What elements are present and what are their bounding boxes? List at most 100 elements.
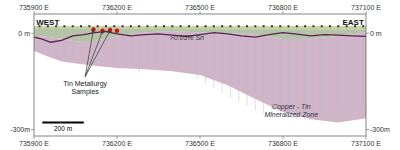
sample-square xyxy=(246,25,248,27)
drill-hole xyxy=(230,27,231,98)
sample-square xyxy=(171,25,173,27)
y2-tick xyxy=(366,129,369,130)
sample-square xyxy=(80,25,82,27)
drill-hole xyxy=(330,27,331,112)
drill-hole xyxy=(263,27,264,114)
drill-hole xyxy=(72,27,73,54)
x-tick-label: 736500 E xyxy=(185,4,215,11)
sample-square xyxy=(263,25,265,27)
sample-square xyxy=(196,25,198,27)
drill-hole xyxy=(114,27,115,64)
annotation-line: Copper - Tin xyxy=(272,103,311,111)
drill-hole xyxy=(47,27,48,53)
sample-point xyxy=(108,28,112,32)
x-tick xyxy=(366,136,367,139)
x-tick-label: 735900 E xyxy=(19,140,49,147)
annotation-line: EAST xyxy=(342,18,363,27)
annotation-line: WEST xyxy=(36,18,59,27)
plot-area xyxy=(34,25,366,122)
scale-bar-label: 200 m xyxy=(54,125,72,132)
drill-hole xyxy=(164,27,165,62)
sample-square xyxy=(254,25,256,27)
sample-square xyxy=(288,25,290,27)
drill-hole xyxy=(363,27,364,102)
scale-bar xyxy=(42,122,84,124)
drill-hole xyxy=(180,27,181,69)
y-tick xyxy=(31,33,34,34)
sample-square xyxy=(279,25,281,27)
sample-square xyxy=(97,25,99,27)
x-tick xyxy=(283,11,284,14)
sample-square xyxy=(304,25,306,27)
drill-hole xyxy=(247,27,248,106)
annotation-line: Tin Metallurgy xyxy=(63,80,107,88)
drill-hole xyxy=(130,27,131,66)
arrow xyxy=(85,30,110,76)
x-tick xyxy=(34,11,35,14)
drill-hole xyxy=(238,27,239,102)
sample-square xyxy=(180,25,182,27)
drill-hole xyxy=(346,27,347,107)
annotation: Copper - TinMineralized Zone xyxy=(264,103,318,118)
sample-square xyxy=(205,25,207,27)
sample-square xyxy=(72,25,74,27)
x-tick xyxy=(117,11,118,14)
sample-square xyxy=(229,25,231,27)
drill-hole xyxy=(222,27,223,93)
y-tick-label: 0 m xyxy=(18,30,30,37)
sample-square xyxy=(213,25,215,27)
x-tick xyxy=(117,136,118,139)
chart: 735900 E735900 E736200 E736200 E736500 E… xyxy=(0,0,400,150)
annotation-line: Samples xyxy=(72,88,100,96)
sample-square xyxy=(238,25,240,27)
sample-square xyxy=(105,25,107,27)
plot-frame xyxy=(34,14,366,136)
x-tick xyxy=(283,136,284,139)
sample-square xyxy=(122,25,124,27)
annotation-line: Mineralized Zone xyxy=(264,111,318,118)
drill-hole xyxy=(105,27,106,69)
drill-hole xyxy=(147,27,148,69)
drill-hole xyxy=(321,27,322,114)
y2-tick-label: 0 m xyxy=(370,30,382,37)
x-tick-label: 737100 E xyxy=(351,4,381,11)
zone-area xyxy=(34,31,366,122)
annotation: Tin MetallurgySamples xyxy=(63,80,107,96)
zone-area xyxy=(34,26,366,30)
annotation: >0.05% Sn xyxy=(170,34,205,41)
sample-square xyxy=(337,25,339,27)
y-tick-label: -300m xyxy=(10,126,30,133)
drill-hole xyxy=(213,27,214,88)
annotation: WEST xyxy=(36,18,59,27)
x-tick-label: 736500 E xyxy=(185,140,215,147)
drill-hole xyxy=(64,27,65,59)
sample-square xyxy=(146,25,148,27)
drill-hole xyxy=(338,27,339,110)
x-tick-label: 735900 E xyxy=(19,4,49,11)
y2-tick-label: -300m xyxy=(370,126,390,133)
sample-square xyxy=(312,25,314,27)
sample-point xyxy=(100,28,104,32)
drill-hole xyxy=(172,27,173,66)
sample-square xyxy=(130,25,132,27)
x-tick-label: 736200 E xyxy=(102,4,132,11)
drill-hole xyxy=(255,27,256,110)
drill-hole xyxy=(205,27,206,83)
x-tick-label: 736800 E xyxy=(268,4,298,11)
sample-square xyxy=(188,25,190,27)
sn-outline xyxy=(34,31,366,42)
sample-square xyxy=(88,25,90,27)
x-tick xyxy=(200,136,201,139)
annotation-line: >0.05% Sn xyxy=(170,34,205,41)
sample-square xyxy=(321,25,323,27)
x-tick xyxy=(366,11,367,14)
sample-square xyxy=(296,25,298,27)
sample-square xyxy=(155,25,157,27)
drill-hole xyxy=(139,27,140,72)
drill-hole xyxy=(313,27,314,116)
sample-square xyxy=(113,25,115,27)
x-tick-label: 736800 E xyxy=(268,140,298,147)
drill-hole xyxy=(81,27,82,56)
sample-point xyxy=(115,28,119,32)
sample-square xyxy=(163,25,165,27)
